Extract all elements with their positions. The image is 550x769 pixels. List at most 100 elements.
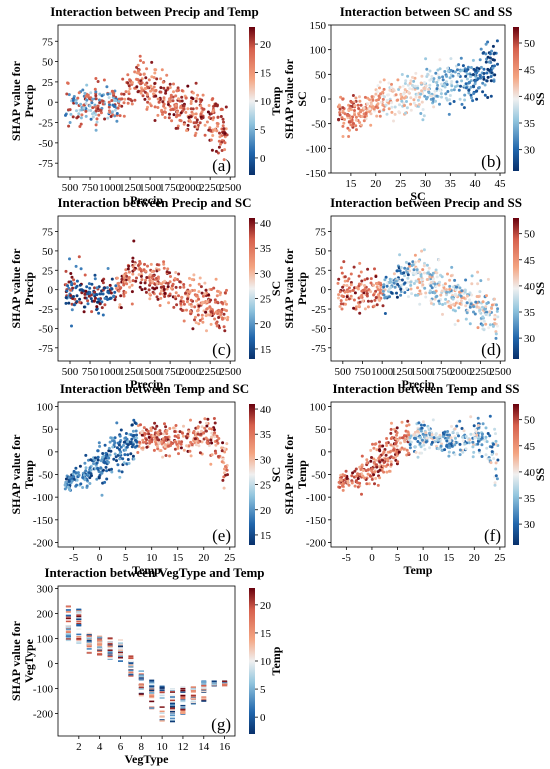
- data-point: [213, 317, 217, 321]
- data-point: [193, 437, 197, 441]
- colorbar-tick-label: 10: [260, 656, 272, 668]
- data-point: [87, 471, 91, 475]
- data-point: [159, 296, 163, 300]
- panel-e: Interaction between Temp and SC-5 0 5 10 15 2…: [9, 381, 283, 577]
- data-point: [162, 96, 166, 100]
- data-point: [469, 85, 473, 89]
- data-point: [442, 83, 446, 87]
- data-point: [484, 305, 488, 309]
- data-point: [141, 94, 145, 98]
- colorbar-tick-label: 30: [524, 333, 536, 345]
- data-point: [152, 274, 156, 278]
- data-point: [194, 443, 198, 447]
- data-point: [118, 660, 123, 662]
- data-point: [402, 96, 406, 100]
- data-point: [360, 279, 364, 283]
- data-point: [149, 684, 155, 687]
- data-point: [214, 451, 218, 455]
- y-tick-label: -75: [311, 343, 326, 355]
- data-point: [184, 291, 188, 295]
- data-point: [419, 445, 423, 449]
- data-point: [148, 273, 152, 277]
- data-point: [128, 671, 134, 674]
- data-point: [393, 442, 397, 446]
- data-point: [494, 461, 498, 465]
- x-tick-label: 1250: [391, 366, 414, 378]
- y-tick-label: 0: [48, 659, 54, 671]
- data-point: [114, 455, 118, 459]
- data-point: [97, 653, 103, 656]
- data-point: [131, 265, 135, 269]
- data-point: [186, 107, 190, 111]
- data-point: [351, 288, 355, 292]
- data-point: [95, 308, 99, 312]
- data-point: [179, 442, 183, 446]
- data-point: [413, 253, 417, 257]
- data-point: [212, 116, 216, 120]
- data-point: [488, 52, 492, 56]
- data-point: [152, 76, 156, 79]
- data-point: [156, 113, 160, 117]
- data-point: [100, 94, 104, 98]
- data-point: [398, 269, 402, 273]
- data-point: [411, 271, 415, 275]
- data-point: [469, 75, 473, 79]
- data-point: [107, 446, 111, 450]
- data-point: [414, 95, 418, 99]
- data-point: [344, 469, 348, 473]
- data-point: [111, 445, 115, 449]
- data-point: [349, 283, 353, 287]
- data-point: [121, 77, 125, 81]
- data-point: [470, 293, 474, 297]
- colorbar-tick-label: 0: [260, 153, 266, 165]
- data-point: [441, 78, 445, 82]
- data-point: [182, 122, 186, 126]
- chart-title: Interaction between Precip and Temp: [50, 4, 258, 19]
- data-point: [454, 301, 458, 305]
- data-point: [490, 49, 494, 53]
- data-point: [170, 710, 175, 713]
- data-point: [192, 429, 196, 433]
- data-point: [90, 310, 94, 314]
- data-point: [421, 118, 425, 122]
- data-point: [153, 421, 157, 425]
- data-point: [139, 423, 142, 427]
- data-point: [430, 440, 434, 444]
- data-point: [494, 474, 498, 478]
- data-point: [79, 482, 83, 486]
- data-point: [356, 472, 360, 476]
- data-point: [143, 287, 147, 291]
- colorbar-tick-label: 35: [260, 429, 272, 441]
- data-point: [138, 674, 144, 676]
- data-point: [346, 481, 350, 484]
- data-point: [491, 66, 495, 70]
- data-point: [394, 279, 398, 283]
- data-point: [120, 92, 124, 96]
- data-point: [474, 428, 478, 432]
- data-point: [471, 440, 475, 444]
- y-tick-label: 50: [315, 246, 327, 258]
- data-point: [431, 97, 435, 101]
- colorbar-label: Temp: [269, 86, 283, 115]
- data-point: [428, 289, 432, 293]
- data-point: [222, 325, 226, 329]
- data-point: [481, 90, 485, 94]
- data-point: [425, 67, 429, 71]
- data-point: [453, 427, 457, 431]
- data-point: [481, 300, 485, 304]
- data-point: [128, 664, 134, 666]
- data-point: [448, 439, 452, 443]
- data-point: [193, 318, 196, 322]
- data-point: [429, 301, 433, 305]
- data-point: [132, 239, 136, 243]
- colorbar-tick-label: 25: [260, 480, 272, 492]
- data-point: [349, 123, 353, 127]
- data-point: [126, 443, 130, 447]
- data-point: [385, 458, 389, 462]
- data-point: [353, 484, 357, 488]
- data-point: [65, 625, 71, 627]
- data-point: [107, 654, 113, 657]
- data-point: [201, 683, 207, 686]
- data-point: [69, 272, 73, 275]
- data-point: [101, 292, 105, 296]
